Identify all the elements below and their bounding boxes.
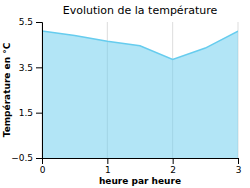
tick: −0.5 [11, 153, 42, 163]
tick-mark [173, 158, 174, 164]
tick-label: 1 [105, 165, 111, 175]
y-axis: −0.5 1.5 3.5 5.5 [11, 17, 42, 163]
tick: 1 [105, 158, 111, 175]
tick-label: 2 [170, 165, 176, 175]
tick-mark [36, 158, 42, 159]
tick-mark [238, 158, 239, 164]
tick: 2 [170, 158, 176, 175]
tick-mark [36, 113, 42, 114]
marks [42, 31, 238, 158]
tick-mark [36, 22, 42, 23]
tick-mark [36, 67, 42, 68]
tick: 3.5 [19, 63, 42, 73]
x-axis-title: heure par heure [99, 176, 181, 186]
title: Evolution de la température [63, 4, 218, 17]
tick-label: 1.5 [19, 108, 33, 118]
tick: 0 [40, 158, 46, 175]
tick-label: 3.5 [19, 63, 33, 73]
tick-label: −0.5 [11, 153, 33, 163]
y-axis-title: Température en °C [2, 42, 12, 137]
axis-line [36, 23, 43, 159]
plot: 0 1 2 3 −0.5 1.5 3.5 5.5 [11, 17, 241, 175]
area [42, 31, 238, 158]
line [42, 31, 238, 59]
grid [42, 22, 238, 158]
tick-mark [107, 158, 108, 164]
tick: 1.5 [19, 108, 42, 118]
tick: 5.5 [19, 17, 42, 27]
tick-label: 3 [236, 165, 242, 175]
x-axis: 0 1 2 3 [40, 158, 242, 175]
tick-label: 5.5 [19, 17, 33, 27]
tick-label: 0 [40, 165, 46, 175]
tick: 3 [236, 158, 242, 175]
chart: 0 1 2 3 −0.5 1.5 3.5 5.5 Evolution de la tempéra… [0, 0, 250, 188]
axis-line [43, 159, 239, 165]
